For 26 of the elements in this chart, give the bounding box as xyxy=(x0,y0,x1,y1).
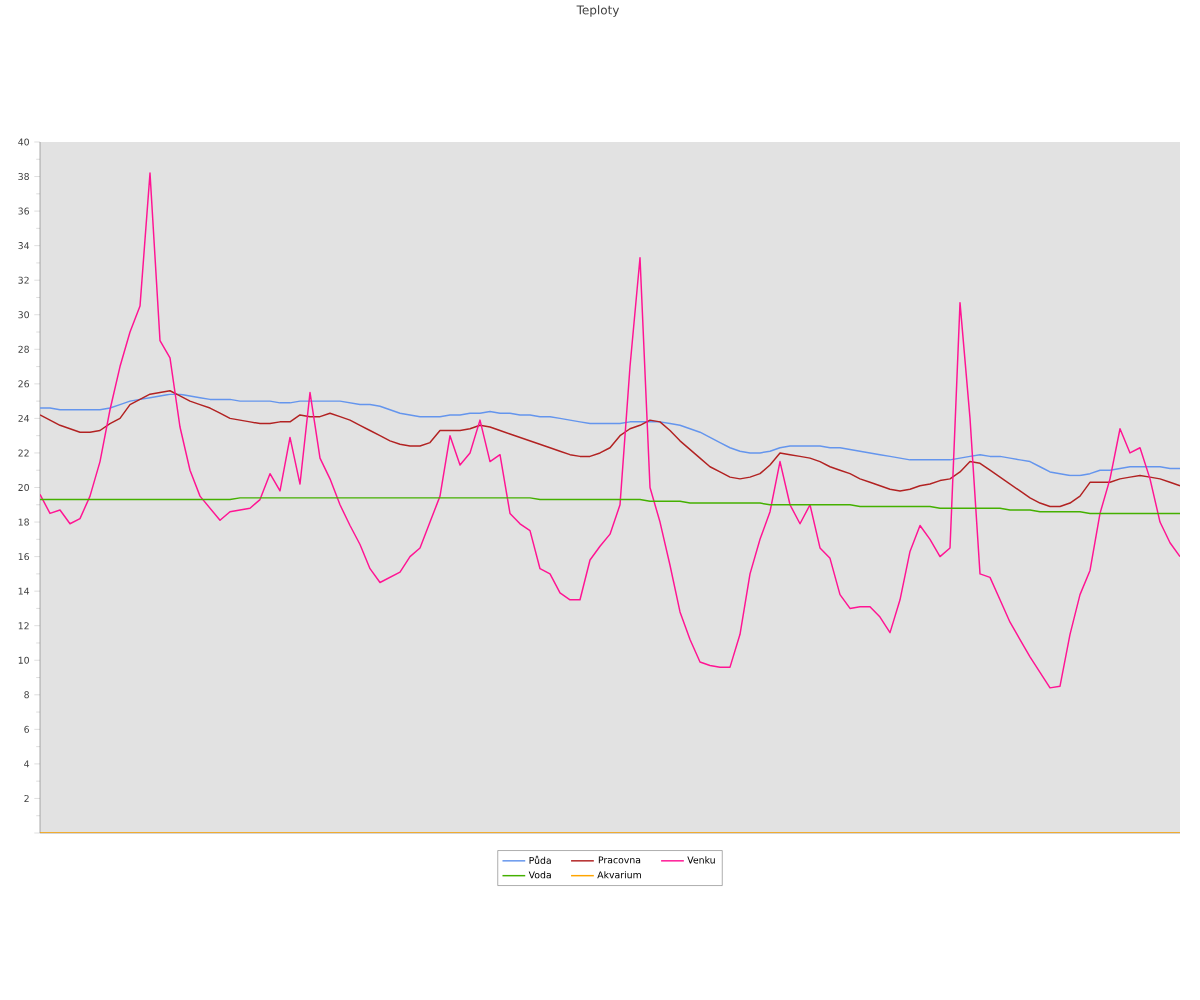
y-tick-label: 4 xyxy=(24,760,30,768)
legend-label: Půda xyxy=(529,855,551,864)
y-tick-label: 28 xyxy=(18,345,29,353)
y-tick-label: 12 xyxy=(18,622,29,630)
legend-label: Pracovna xyxy=(598,856,641,864)
y-tick-label: 6 xyxy=(24,725,30,733)
legend-label: Akvarium xyxy=(597,871,641,879)
y-tick-label: 18 xyxy=(18,518,29,526)
y-tick-label: 30 xyxy=(18,311,29,319)
y-tick-label: 38 xyxy=(18,173,29,181)
y-tick-label: 32 xyxy=(18,276,29,284)
legend-label: Venku xyxy=(687,856,715,864)
y-tick-label: 36 xyxy=(18,207,30,215)
y-tick-label: 40 xyxy=(18,138,29,146)
y-tick-label: 2 xyxy=(24,794,29,802)
y-tick-label: 24 xyxy=(18,414,30,422)
chart-title: Teploty xyxy=(576,5,620,17)
y-tick-label: 20 xyxy=(18,483,29,492)
y-tick-label: 34 xyxy=(18,242,30,250)
y-tick-label: 8 xyxy=(24,691,29,699)
y-tick-label: 22 xyxy=(18,449,29,457)
legend-label: Voda xyxy=(528,871,551,879)
y-tick-label: 10 xyxy=(18,656,29,664)
y-tick-label: 16 xyxy=(18,553,30,561)
y-tick-label: 14 xyxy=(18,587,30,595)
y-tick-label: 26 xyxy=(18,380,30,388)
